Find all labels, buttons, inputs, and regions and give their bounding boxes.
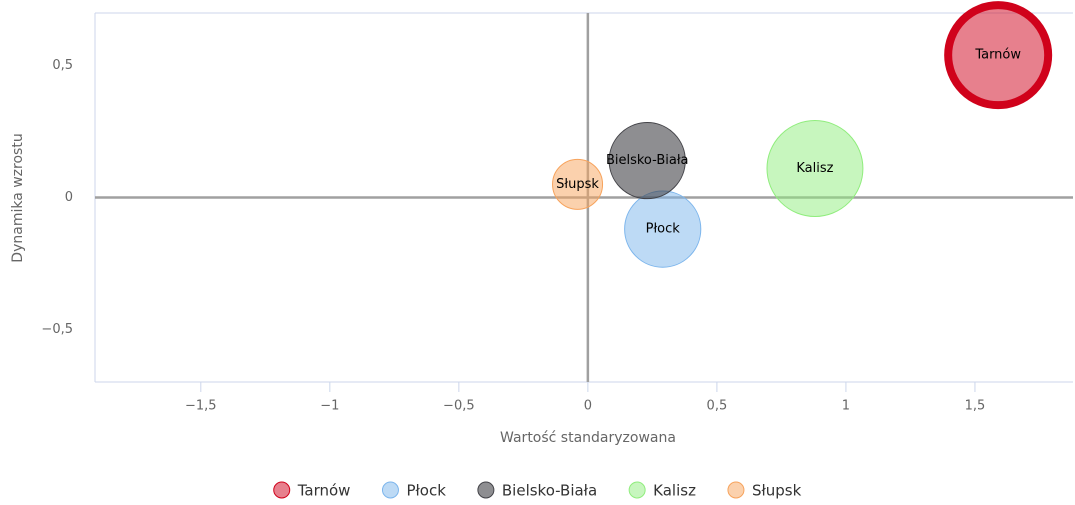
bubble xyxy=(552,158,604,210)
legend-symbol xyxy=(273,481,291,499)
bubble-label: Kalisz xyxy=(796,161,833,176)
y-tick-label: −0,5 xyxy=(41,322,73,337)
bubble xyxy=(608,122,686,200)
legend-label: Bielsko-Biała xyxy=(502,482,597,500)
legend-symbol xyxy=(628,481,646,499)
bubble-label: Bielsko-Biała xyxy=(606,153,689,168)
bubble-label: Tarnów xyxy=(974,48,1021,63)
legend-symbol xyxy=(727,481,745,499)
legend-symbol xyxy=(381,481,399,499)
x-tick-label: 0 xyxy=(584,399,592,414)
x-tick-label: 0,5 xyxy=(707,399,728,414)
x-tick-label: 1,5 xyxy=(965,399,986,414)
y-tick-label: 0,5 xyxy=(52,58,73,73)
x-tick-label: −1 xyxy=(320,399,339,414)
x-tick-label: 1 xyxy=(842,399,850,414)
bubble-label: Słupsk xyxy=(556,177,599,192)
legend-label: Płock xyxy=(406,482,446,500)
legend-label: Tarnów xyxy=(297,482,351,500)
y-axis-title: Dynamika wzrostu xyxy=(10,133,26,262)
y-tick-label: 0 xyxy=(65,190,73,205)
x-tick-label: −1,5 xyxy=(185,399,217,414)
bubble xyxy=(766,120,864,217)
legend-label: Kalisz xyxy=(653,482,696,500)
bubble-label: Płock xyxy=(646,222,681,237)
legend-symbol xyxy=(477,481,495,499)
bubble xyxy=(944,1,1053,110)
legend-label: Słupsk xyxy=(752,482,802,500)
legend: Tarnów Płock Bielsko-Biała Kalisz Słupsk xyxy=(273,481,802,500)
x-axis-title: Wartość standaryzowana xyxy=(500,430,676,446)
x-tick-label: −0,5 xyxy=(443,399,475,414)
